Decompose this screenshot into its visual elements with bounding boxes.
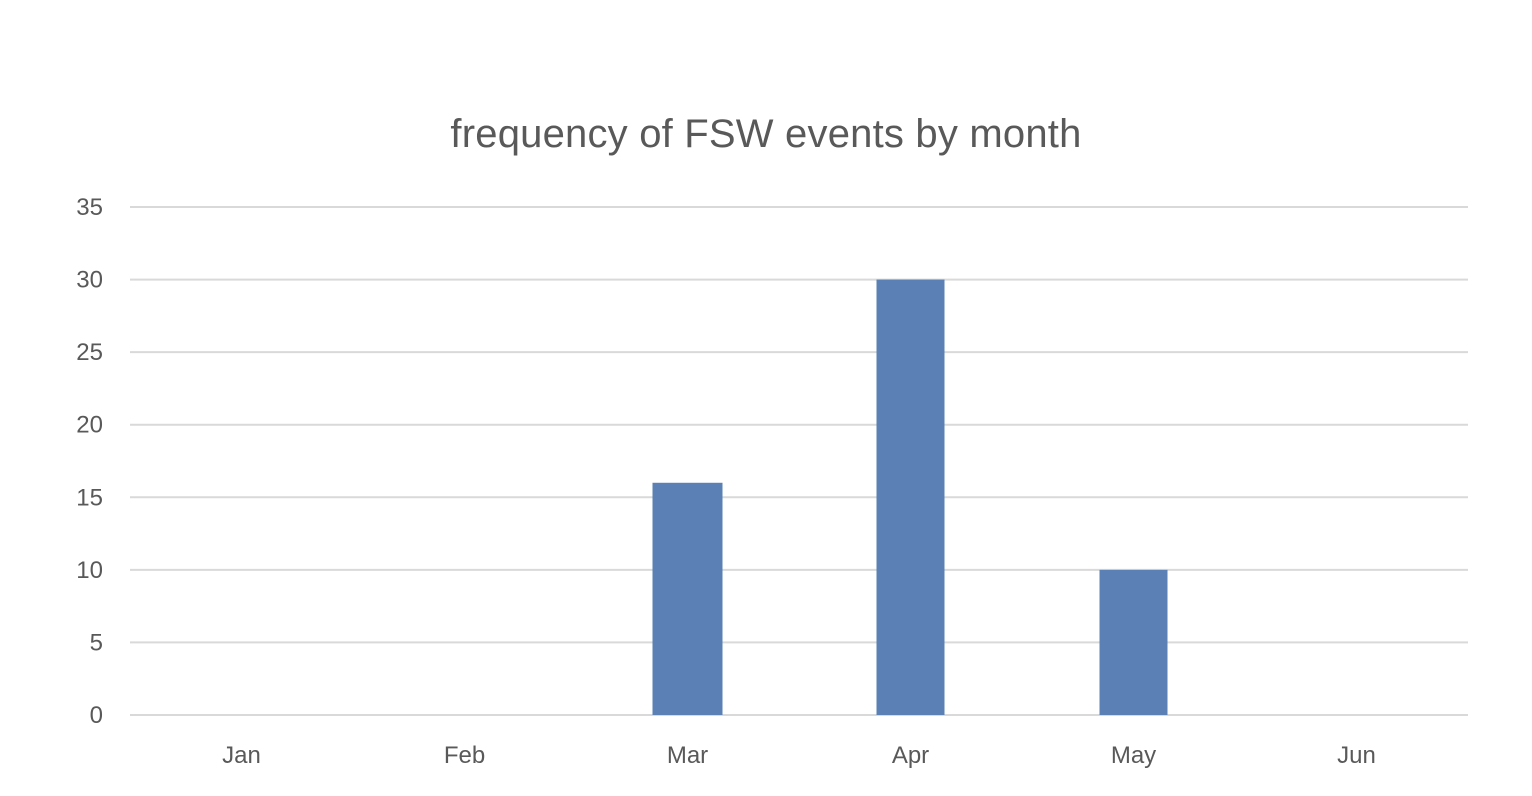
x-tick-label: Apr: [892, 742, 929, 769]
y-tick-label: 20: [76, 412, 103, 439]
x-tick-label: Feb: [444, 742, 485, 769]
y-tick-label: 10: [76, 557, 103, 584]
chart-title: frequency of FSW events by month: [450, 112, 1082, 156]
y-tick-label: 0: [90, 702, 103, 729]
x-tick-label: Mar: [667, 742, 708, 769]
x-tick-label: May: [1111, 742, 1156, 769]
y-tick-label: 30: [76, 267, 103, 294]
y-tick-label: 25: [76, 339, 103, 366]
y-tick-label: 35: [76, 194, 103, 221]
bar-mar: [652, 482, 723, 715]
x-tick-label: Jun: [1337, 742, 1376, 769]
bar-may: [1099, 569, 1168, 715]
bar-apr: [876, 279, 945, 715]
y-tick-label: 15: [76, 484, 103, 511]
x-tick-label: Jan: [222, 742, 261, 769]
y-tick-label: 5: [90, 629, 103, 656]
